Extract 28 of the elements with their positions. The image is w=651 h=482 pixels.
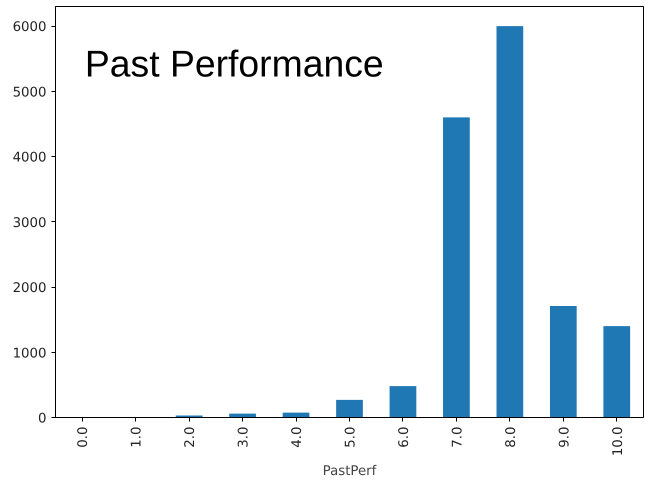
y-tick-label: 3000 bbox=[12, 216, 47, 231]
x-tick-label: 5.0 bbox=[344, 426, 358, 448]
x-tick-label: 6.0 bbox=[396, 426, 412, 448]
y-tick-label: 1000 bbox=[12, 346, 47, 362]
y-tick-label: 5000 bbox=[12, 85, 47, 100]
x-axis-title: PastPerf bbox=[322, 464, 377, 480]
x-tick-label: 7.0 bbox=[450, 426, 466, 448]
x-tick-label: 4.0 bbox=[290, 426, 306, 448]
y-tick-label: 0 bbox=[38, 412, 47, 426]
x-tick-label: 9.0 bbox=[557, 426, 572, 448]
x-tick-label: 0.0 bbox=[76, 426, 92, 448]
bar bbox=[390, 386, 416, 418]
x-tick-label: 8.0 bbox=[504, 426, 519, 448]
bar bbox=[550, 306, 577, 418]
x-tick-label: 2.0 bbox=[183, 426, 198, 448]
bar bbox=[336, 400, 363, 418]
x-tick-label: 3.0 bbox=[236, 426, 252, 448]
y-tick-label: 2000 bbox=[12, 281, 47, 296]
bar bbox=[496, 26, 524, 418]
bar bbox=[603, 326, 630, 418]
x-tick-label: 1.0 bbox=[130, 426, 145, 448]
bar bbox=[229, 414, 256, 418]
bar bbox=[282, 412, 310, 418]
y-tick-label: 4000 bbox=[12, 150, 47, 166]
y-tick-label: 6000 bbox=[12, 20, 47, 36]
bar bbox=[443, 117, 470, 418]
text: Past Performance bbox=[84, 42, 384, 85]
x-tick-label: 10.0 bbox=[610, 426, 626, 456]
